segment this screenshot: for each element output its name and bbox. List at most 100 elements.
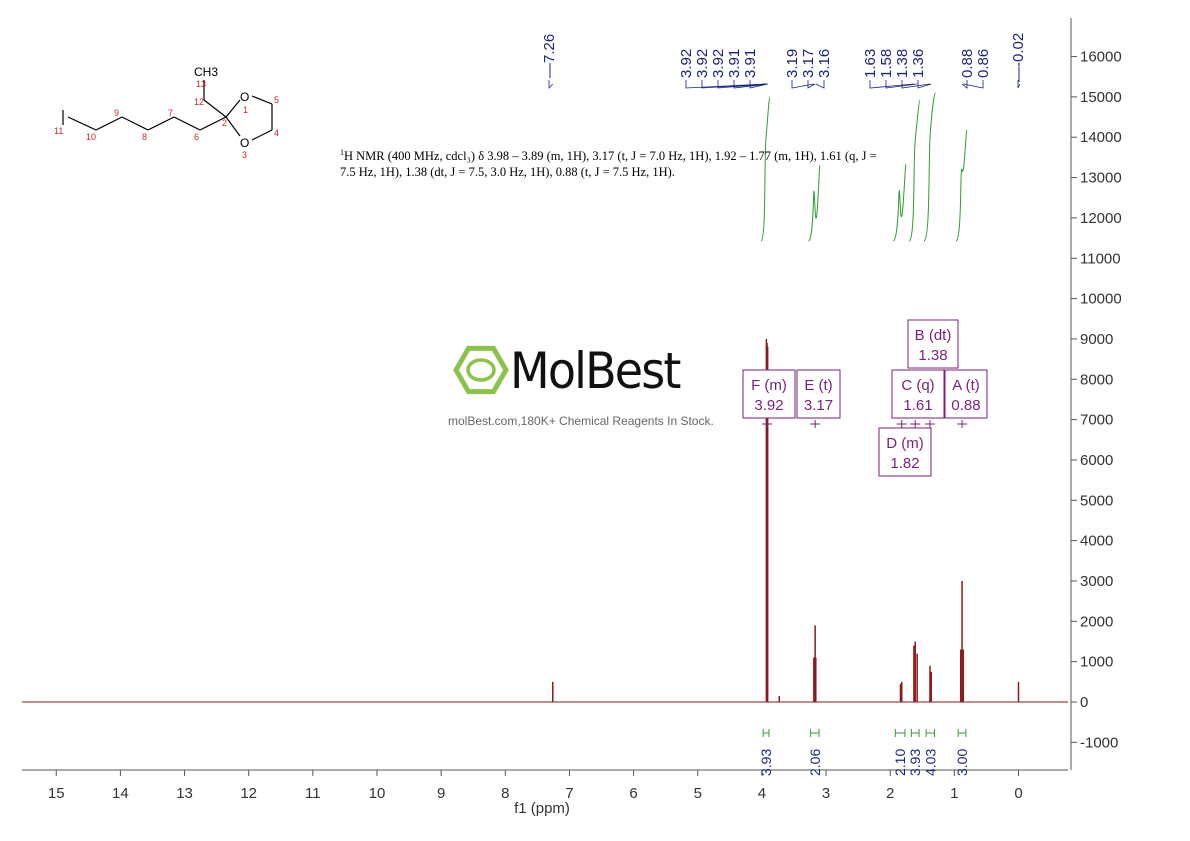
atom-number-1: 1 xyxy=(243,105,248,115)
integral-curve xyxy=(923,92,936,242)
x-tick-label: 12 xyxy=(240,785,257,802)
peak-leader-line xyxy=(717,80,768,89)
multiplet-shift: 3.17 xyxy=(804,397,833,414)
report-body: H NMR (400 MHz, cdcl₃) δ 3.98 – 3.89 (m,… xyxy=(340,149,877,179)
x-tick-label: 0 xyxy=(1014,785,1022,802)
methyl-label: CH3 xyxy=(194,65,218,79)
y-tick-label: 13000 xyxy=(1080,170,1122,187)
peak-shift-label: 3.92 xyxy=(694,49,711,78)
peak-leader-line xyxy=(807,80,816,89)
peak-shift-label: 3.92 xyxy=(710,49,727,78)
y-tick-label: 7000 xyxy=(1080,412,1113,429)
peak-shift-label: 1.36 xyxy=(910,49,927,78)
integral-value: 2.06 xyxy=(807,749,823,776)
integral-curve xyxy=(892,163,907,242)
peak-shift-label: —-0.02 xyxy=(1010,33,1027,82)
peak-leader-line xyxy=(548,80,554,90)
x-tick-label: 11 xyxy=(305,785,321,802)
x-tick-label: 7 xyxy=(565,785,573,802)
atom-number-9: 9 xyxy=(114,108,119,118)
multiplet-group: F (m) 3.92 E (t) 3.17 B (dt) 1.38 C (q) 1.61 A (… xyxy=(742,319,988,477)
multiplet-type: C (q) xyxy=(901,377,934,394)
integral-curve xyxy=(955,129,968,242)
multiplet-type: D (m) xyxy=(886,435,924,452)
x-tick-label: 5 xyxy=(694,785,702,802)
peak-shift-label: 1.38 xyxy=(894,49,911,78)
peak-leader-line xyxy=(961,80,968,89)
multiplet-shift: 1.61 xyxy=(903,397,932,414)
peak-shift-label: 1.63 xyxy=(862,49,879,78)
peak-shift-label: 3.19 xyxy=(784,49,801,78)
atom-number-5: 5 xyxy=(274,95,279,105)
report-superscript: 1 xyxy=(340,147,344,157)
x-tick-label: 14 xyxy=(112,785,129,802)
peak-shift-label: —7.26 xyxy=(541,34,558,78)
x-tick-label: 10 xyxy=(369,785,386,802)
x-tick-label: 15 xyxy=(48,785,65,802)
y-tick-label: 10000 xyxy=(1080,291,1122,308)
multiplet-type: F (m) xyxy=(751,377,787,394)
atom-number-6: 6 xyxy=(194,132,199,142)
integral-value: 3.00 xyxy=(954,749,970,776)
x-axis-title: f1 (ppm) xyxy=(514,800,570,817)
x-tick-label: 6 xyxy=(629,785,637,802)
watermark-brand: MolBest xyxy=(510,342,681,400)
nmr-report-text: 1H NMR (400 MHz, cdcl₃) δ 3.98 – 3.89 (m… xyxy=(340,148,895,180)
peak-leader-line xyxy=(791,80,814,89)
axes: 1600015000140001300012000110001000090008… xyxy=(22,18,1122,817)
y-tick-label: 16000 xyxy=(1080,49,1122,66)
atom-number-3: 3 xyxy=(242,150,247,160)
peak-leader-line xyxy=(815,80,825,89)
y-tick-label: -1000 xyxy=(1080,734,1118,751)
multiplet-box xyxy=(891,369,945,419)
multiplet-box xyxy=(878,427,932,477)
peak-shift-label: 0.86 xyxy=(975,49,992,78)
integral-curve xyxy=(908,99,921,242)
peak-shift-label: 3.17 xyxy=(800,49,817,78)
y-tick-label: 4000 xyxy=(1080,533,1113,550)
multiplet-type: E (t) xyxy=(804,377,832,394)
molbest-logo-icon xyxy=(453,345,509,395)
peak-leader-line xyxy=(901,80,931,89)
peak-leader-line xyxy=(869,80,914,89)
atom-number-2: 2 xyxy=(222,118,227,128)
atom-number-7: 7 xyxy=(168,108,173,118)
peak-leader-line xyxy=(885,80,918,89)
x-tick-label: 2 xyxy=(886,785,894,802)
atom-number-8: 8 xyxy=(142,132,147,142)
y-tick-label: 14000 xyxy=(1080,129,1122,146)
multiplet-type: A (t) xyxy=(952,377,980,394)
peak-shift-label: 3.16 xyxy=(816,49,833,78)
integral-curve xyxy=(808,164,821,242)
atom-number-11: 11 xyxy=(54,126,63,136)
y-tick-label: 2000 xyxy=(1080,613,1113,630)
peak-shift-label: 3.92 xyxy=(678,49,695,78)
y-tick-label: 5000 xyxy=(1080,492,1113,509)
integral-curve xyxy=(760,96,771,242)
molecule-structure: CH3 O O 13 12 2 1 5 4 3 6 7 8 9 10 11 xyxy=(54,65,279,160)
integral-value: 3.93 xyxy=(907,749,923,776)
peak-leader-line xyxy=(733,80,768,89)
y-tick-label: 15000 xyxy=(1080,89,1122,106)
multiplet-shift: 1.82 xyxy=(890,455,919,472)
oxygen-3-label: O xyxy=(240,136,249,150)
peak-shift-label: 3.91 xyxy=(726,49,743,78)
y-tick-label: 11000 xyxy=(1080,250,1121,267)
peak-leader-line xyxy=(749,80,768,89)
x-tick-label: 8 xyxy=(501,785,509,802)
peak-leader-line xyxy=(963,80,984,89)
x-tick-label: 9 xyxy=(437,785,445,802)
x-tick-label: 4 xyxy=(758,785,766,802)
y-tick-label: 1000 xyxy=(1080,654,1113,671)
atom-number-12: 12 xyxy=(194,97,204,107)
x-tick-label: 1 xyxy=(950,785,958,802)
atom-number-13: 13 xyxy=(196,79,206,89)
multiplet-box xyxy=(742,369,796,419)
y-tick-label: 3000 xyxy=(1080,573,1113,590)
peak-shift-label: 0.88 xyxy=(959,49,976,78)
x-tick-label: 13 xyxy=(176,785,193,802)
peak-shift-label: 3.91 xyxy=(742,49,759,78)
multiplet-box xyxy=(907,319,959,369)
multiplet-shift: 3.92 xyxy=(754,397,783,414)
atom-number-10: 10 xyxy=(86,132,96,142)
